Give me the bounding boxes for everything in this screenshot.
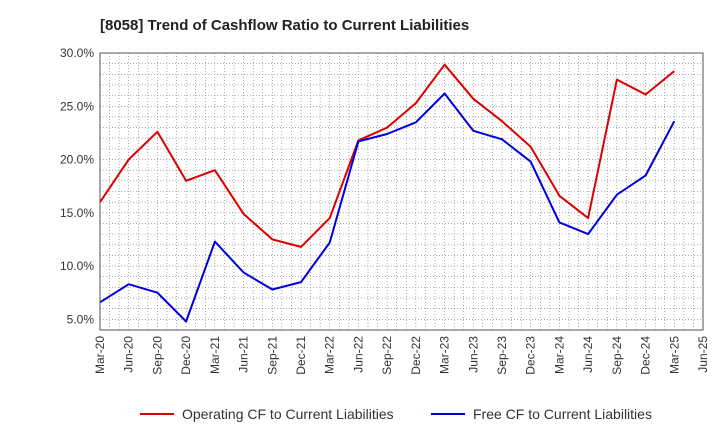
y-tick-label: 20.0% <box>60 153 94 167</box>
x-tick-label: Mar-24 <box>552 336 566 374</box>
legend: Operating CF to Current Liabilities Free … <box>140 406 652 422</box>
plot-frame <box>99 52 704 331</box>
y-tick-label: 15.0% <box>60 206 94 220</box>
series-group <box>99 63 676 323</box>
y-tick-label: 25.0% <box>60 99 94 113</box>
legend-label: Operating CF to Current Liabilities <box>182 406 394 422</box>
x-tick-label: Mar-21 <box>208 336 222 374</box>
x-axis: Mar-20 Jun-20 Sep-20 Dec-20 Mar-21 Jun-21 Sep-… <box>93 336 710 375</box>
y-tick-label: 5.0% <box>67 312 95 326</box>
x-tick-label: Sep-22 <box>380 336 394 375</box>
x-tick-label: Jun-24 <box>581 336 595 373</box>
x-tick-label: Jun-20 <box>122 336 136 373</box>
series-line-free-cf <box>99 92 676 323</box>
x-tick-label: Sep-20 <box>150 336 164 375</box>
x-tick-label: Sep-21 <box>265 336 279 375</box>
x-tick-label: Sep-24 <box>610 336 624 375</box>
chart-title: [8058] Trend of Cashflow Ratio to Curren… <box>100 17 469 34</box>
y-tick-label: 30.0% <box>60 46 94 60</box>
x-tick-label: Dec-20 <box>179 336 193 375</box>
x-tick-label: Mar-25 <box>667 336 681 374</box>
x-tick-label: Dec-22 <box>409 336 423 375</box>
x-tick-label: Dec-21 <box>294 336 308 375</box>
x-tick-label: Jun-25 <box>696 336 710 373</box>
y-axis: 5.0% 10.0% 15.0% 20.0% 25.0% 30.0% <box>60 46 94 326</box>
x-tick-label: Jun-23 <box>466 336 480 373</box>
x-tick-label: Sep-23 <box>495 336 509 375</box>
x-tick-label: Mar-20 <box>93 336 107 374</box>
x-tick-label: Mar-23 <box>438 336 452 374</box>
x-tick-label: Jun-21 <box>237 336 251 373</box>
x-tick-label: Mar-22 <box>323 336 337 374</box>
grid <box>99 52 704 331</box>
x-tick-label: Dec-24 <box>639 336 653 375</box>
x-tick-label: Jun-22 <box>351 336 365 373</box>
x-tick-label: Dec-23 <box>524 336 538 375</box>
series-line-operating-cf <box>99 63 675 248</box>
y-tick-label: 10.0% <box>60 259 94 273</box>
legend-label: Free CF to Current Liabilities <box>473 406 652 422</box>
